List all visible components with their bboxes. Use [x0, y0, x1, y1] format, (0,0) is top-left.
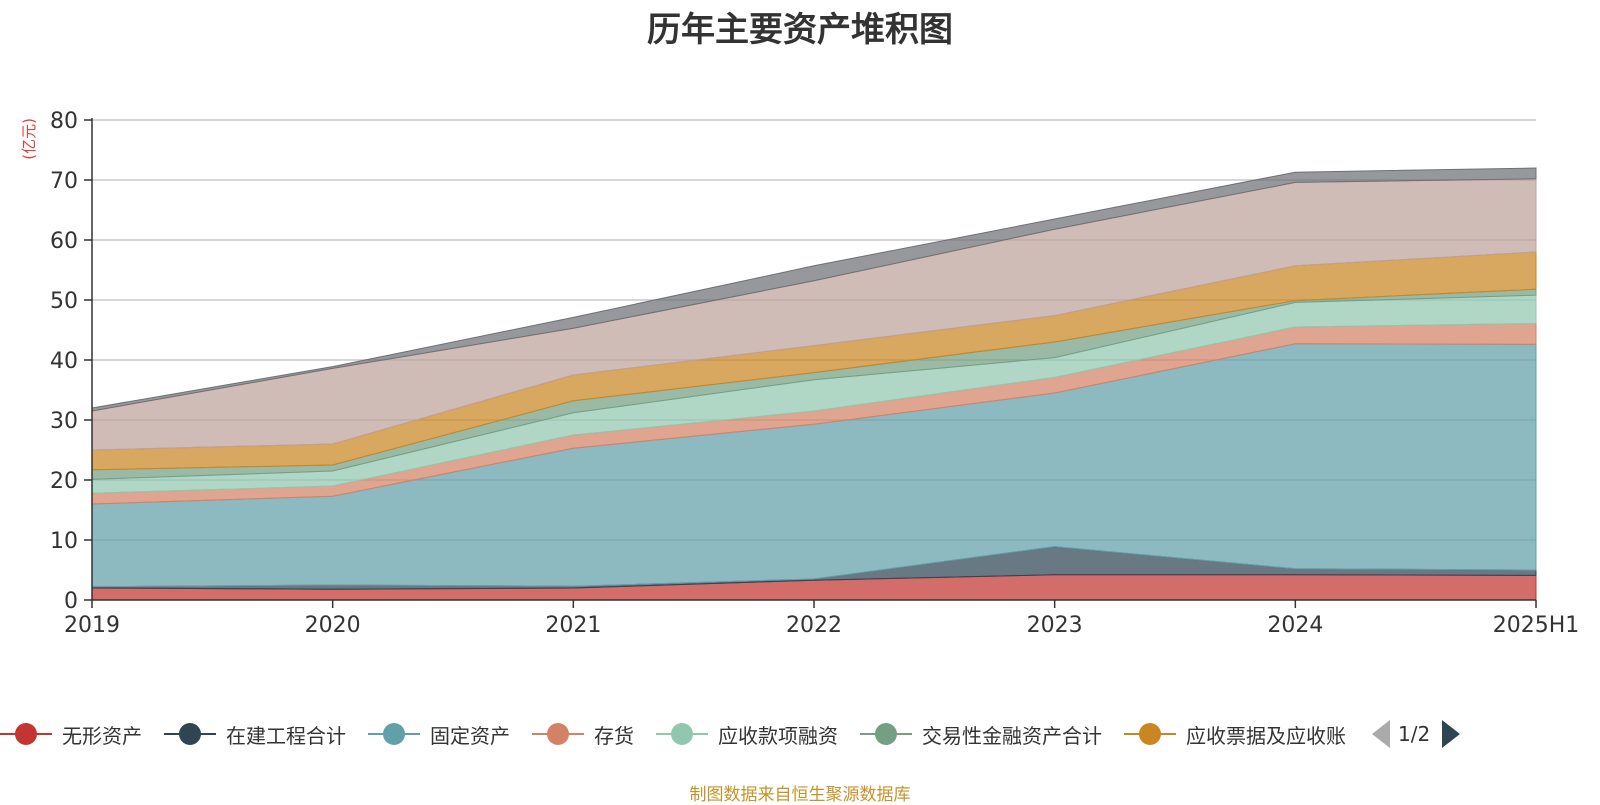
legend-swatch-icon — [656, 721, 708, 747]
x-tick-label: 2021 — [545, 613, 601, 638]
legend-prev-page-icon[interactable] — [1372, 720, 1390, 748]
y-tick-label: 50 — [50, 289, 78, 314]
y-tick-label: 10 — [50, 529, 78, 554]
legend-swatch-icon — [368, 721, 420, 747]
legend-item[interactable]: 存货 — [532, 720, 634, 749]
area-series — [91, 167, 1537, 412]
legend-pager: 1/2 — [1372, 720, 1461, 748]
legend-item[interactable]: 在建工程合计 — [164, 720, 346, 749]
y-tick-label: 80 — [50, 109, 78, 134]
x-tick-label: 2025H1 — [1493, 613, 1580, 638]
legend-item-label: 无形资产 — [62, 723, 142, 748]
legend-swatch-icon — [164, 721, 216, 747]
y-tick-label: 60 — [50, 229, 78, 254]
chart-legend: 无形资产 在建工程合计 固定资产 存货 应收款项融资 交易性金融资产合计 应收票据及应收账 … — [0, 716, 1461, 752]
legend-swatch-icon — [532, 721, 584, 747]
legend-item-label: 交易性金融资产合计 — [922, 723, 1102, 748]
legend-page-indicator: 1/2 — [1398, 722, 1431, 746]
x-tick-label: 2024 — [1267, 613, 1323, 638]
x-tick-label: 2020 — [305, 613, 361, 638]
y-tick-label: 20 — [50, 469, 78, 494]
x-tick-label: 2023 — [1027, 613, 1083, 638]
y-tick-label: 70 — [50, 169, 78, 194]
y-tick-label: 0 — [64, 589, 78, 614]
y-tick-label: 40 — [50, 349, 78, 374]
data-source-footer: 制图数据来自恒生聚源数据库 — [689, 785, 911, 805]
legend-item[interactable]: 交易性金融资产合计 — [860, 720, 1102, 749]
legend-item-label: 存货 — [594, 723, 634, 748]
stacked-area-chart: 0 10 20 30 40 50 60 70 80 2019 2020 2021 2022 2023 202… — [50, 109, 1580, 638]
x-tick-label: 2019 — [64, 613, 120, 638]
legend-item-label: 应收款项融资 — [718, 723, 838, 748]
legend-swatch-icon — [1124, 721, 1176, 747]
legend-item-label: 应收票据及应收账 — [1186, 723, 1346, 748]
legend-item[interactable]: 应收款项融资 — [656, 720, 838, 749]
chart-title: 历年主要资产堆积图 — [647, 10, 953, 50]
y-tick-label: 30 — [50, 409, 78, 434]
legend-swatch-icon — [860, 721, 912, 747]
legend-item[interactable]: 应收票据及应收账 — [1124, 720, 1346, 749]
legend-item-label: 在建工程合计 — [226, 723, 346, 748]
x-tick-label: 2022 — [786, 613, 842, 638]
legend-item[interactable]: 无形资产 — [0, 720, 142, 749]
legend-next-page-icon[interactable] — [1442, 720, 1461, 748]
legend-item[interactable]: 固定资产 — [368, 720, 510, 749]
legend-swatch-icon — [0, 721, 52, 747]
legend-item-label: 固定资产 — [430, 723, 510, 748]
